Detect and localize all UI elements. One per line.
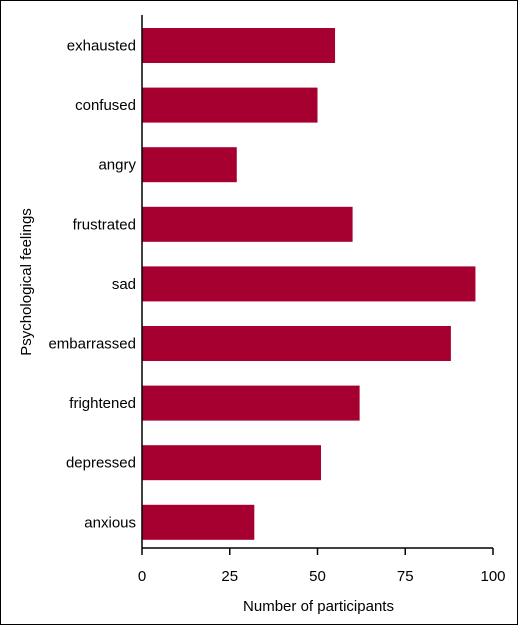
category-label-embarrassed: embarrassed	[48, 336, 136, 353]
x-tick-label: 75	[397, 568, 414, 585]
category-label-frightened: frightened	[69, 395, 136, 412]
category-label-sad: sad	[112, 276, 136, 293]
category-label-angry: angry	[98, 157, 136, 174]
bar-exhausted	[142, 28, 336, 63]
category-label-confused: confused	[75, 97, 136, 114]
bar-anxious	[142, 504, 255, 540]
x-axis-title: Number of participants	[243, 598, 394, 615]
category-label-frustrated: frustrated	[73, 216, 136, 233]
x-tick-label: 0	[138, 568, 146, 585]
x-tick-label: 50	[309, 568, 326, 585]
bars-layer	[142, 28, 476, 540]
x-tick-label: 25	[221, 568, 238, 585]
category-label-anxious: anxious	[84, 514, 136, 531]
category-label-depressed: depressed	[66, 455, 136, 472]
bar-frightened	[142, 385, 360, 421]
category-label-exhausted: exhausted	[67, 38, 136, 55]
bar-angry	[142, 147, 237, 183]
bar-frustrated	[142, 206, 353, 242]
bar-confused	[142, 87, 318, 123]
y-axis-title: Psychological feelings	[18, 208, 35, 356]
bar-embarrassed	[142, 326, 451, 361]
bar-depressed	[142, 445, 322, 481]
x-axis-ticks: 0 25 50 75 100	[138, 548, 506, 585]
x-tick-label: 100	[480, 568, 505, 585]
bar-sad	[142, 266, 476, 302]
category-labels: exhausted confused angry frustrated sad embar…	[48, 38, 136, 532]
